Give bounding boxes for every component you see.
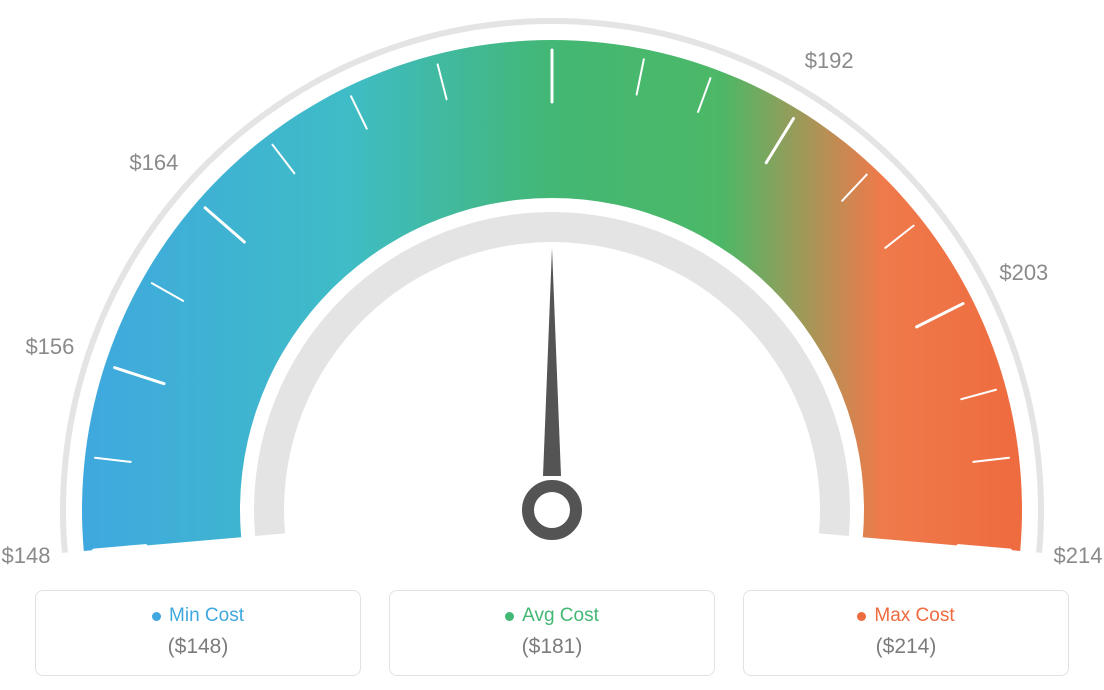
gauge-tick-label: $203 bbox=[999, 260, 1048, 286]
legend-title-min: Min Cost bbox=[152, 605, 244, 627]
legend-value-min: ($148) bbox=[46, 635, 350, 659]
gauge-tick-label: $192 bbox=[805, 48, 854, 74]
gauge-tick-label: $156 bbox=[25, 334, 74, 360]
legend-title-max: Max Cost bbox=[857, 605, 954, 627]
gauge-tick-label: $148 bbox=[2, 543, 51, 569]
legend-title-avg: Avg Cost bbox=[505, 605, 599, 627]
cost-gauge-infographic: $148$156$164$181$192$203$214 Min Cost ($… bbox=[0, 0, 1104, 690]
legend-value-max: ($214) bbox=[754, 635, 1058, 659]
legend-dot-avg bbox=[505, 612, 514, 621]
gauge-tick-label: $164 bbox=[129, 150, 178, 176]
gauge-svg bbox=[0, 0, 1104, 560]
legend-dot-min bbox=[152, 612, 161, 621]
legend-card-min: Min Cost ($148) bbox=[35, 590, 361, 676]
legend-row: Min Cost ($148) Avg Cost ($181) Max Cost… bbox=[35, 590, 1069, 676]
gauge-needle-hub bbox=[528, 486, 576, 534]
legend-dot-max bbox=[857, 612, 866, 621]
legend-label-min: Min Cost bbox=[169, 605, 244, 627]
legend-value-avg: ($181) bbox=[400, 635, 704, 659]
legend-card-max: Max Cost ($214) bbox=[743, 590, 1069, 676]
gauge-tick-label: $214 bbox=[1054, 543, 1103, 569]
legend-label-avg: Avg Cost bbox=[522, 605, 599, 627]
legend-card-avg: Avg Cost ($181) bbox=[389, 590, 715, 676]
gauge-chart: $148$156$164$181$192$203$214 bbox=[0, 0, 1104, 560]
legend-label-max: Max Cost bbox=[874, 605, 954, 627]
gauge-needle bbox=[543, 248, 561, 476]
